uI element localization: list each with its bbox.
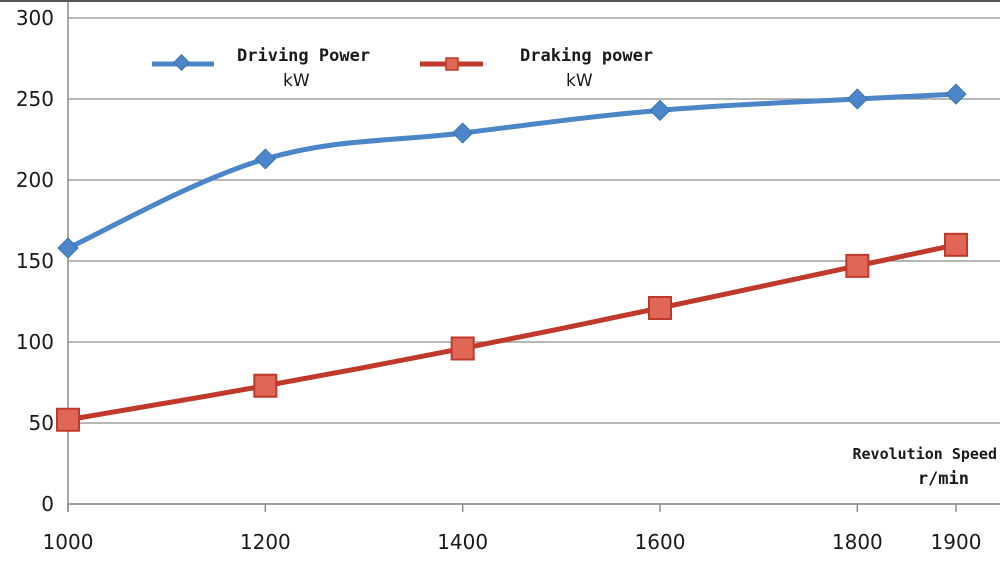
data-point-draking-power: [450, 336, 475, 361]
legend-item-driving-power: Driving Power kW: [152, 46, 370, 91]
legend: Driving Power kW Draking power kW: [152, 46, 653, 91]
data-point-draking-power: [845, 253, 870, 278]
y-tick-label: 200: [16, 168, 54, 192]
legend-unit-draking-power: kW: [566, 71, 593, 91]
data-point-draking-power: [648, 295, 672, 320]
x-axis-unit: r/min: [918, 469, 969, 489]
legend-unit-driving-power: kW: [283, 71, 310, 91]
legend-item-draking-power: Draking power kW: [420, 46, 653, 91]
y-tick-label: 300: [16, 6, 54, 30]
y-tick-label: 0: [41, 492, 54, 516]
data-point-driving-power: [649, 99, 671, 121]
legend-marker-driving-power: [173, 54, 190, 71]
x-tick-label: 1900: [931, 530, 982, 554]
data-point-draking-power: [253, 373, 278, 398]
legend-label-driving-power: Driving Power: [237, 46, 370, 66]
x-tick-label: 1800: [832, 530, 883, 554]
y-tick-label: 50: [29, 411, 54, 435]
y-tick-label: 100: [16, 330, 54, 354]
series-line-draking-power: [67, 242, 957, 423]
series: [56, 83, 968, 432]
data-point-draking-power: [944, 232, 968, 257]
x-tick-label: 1200: [240, 530, 291, 554]
x-axis-title: Revolution Speed: [853, 445, 998, 463]
data-point-driving-power: [945, 83, 967, 105]
legend-label-draking-power: Draking power: [520, 46, 653, 66]
x-tick-label: 1400: [437, 530, 488, 554]
y-tick-label: 250: [16, 87, 54, 111]
y-tick-label: 150: [16, 249, 54, 273]
data-point-draking-power: [56, 407, 80, 432]
data-point-driving-power: [452, 122, 474, 144]
data-point-driving-power: [254, 148, 276, 170]
series-line-driving-power: [66, 91, 957, 251]
gridlines: [68, 17, 1000, 505]
tick-labels: 0 50 100 150 200 250 300 1000 1200 1400 1600 1800 19…: [16, 6, 982, 554]
x-tick-label: 1600: [635, 530, 686, 554]
x-tick-label: 1000: [43, 530, 94, 554]
data-point-driving-power: [57, 237, 79, 259]
data-point-driving-power: [846, 88, 868, 110]
legend-marker-draking-power: [445, 57, 459, 71]
